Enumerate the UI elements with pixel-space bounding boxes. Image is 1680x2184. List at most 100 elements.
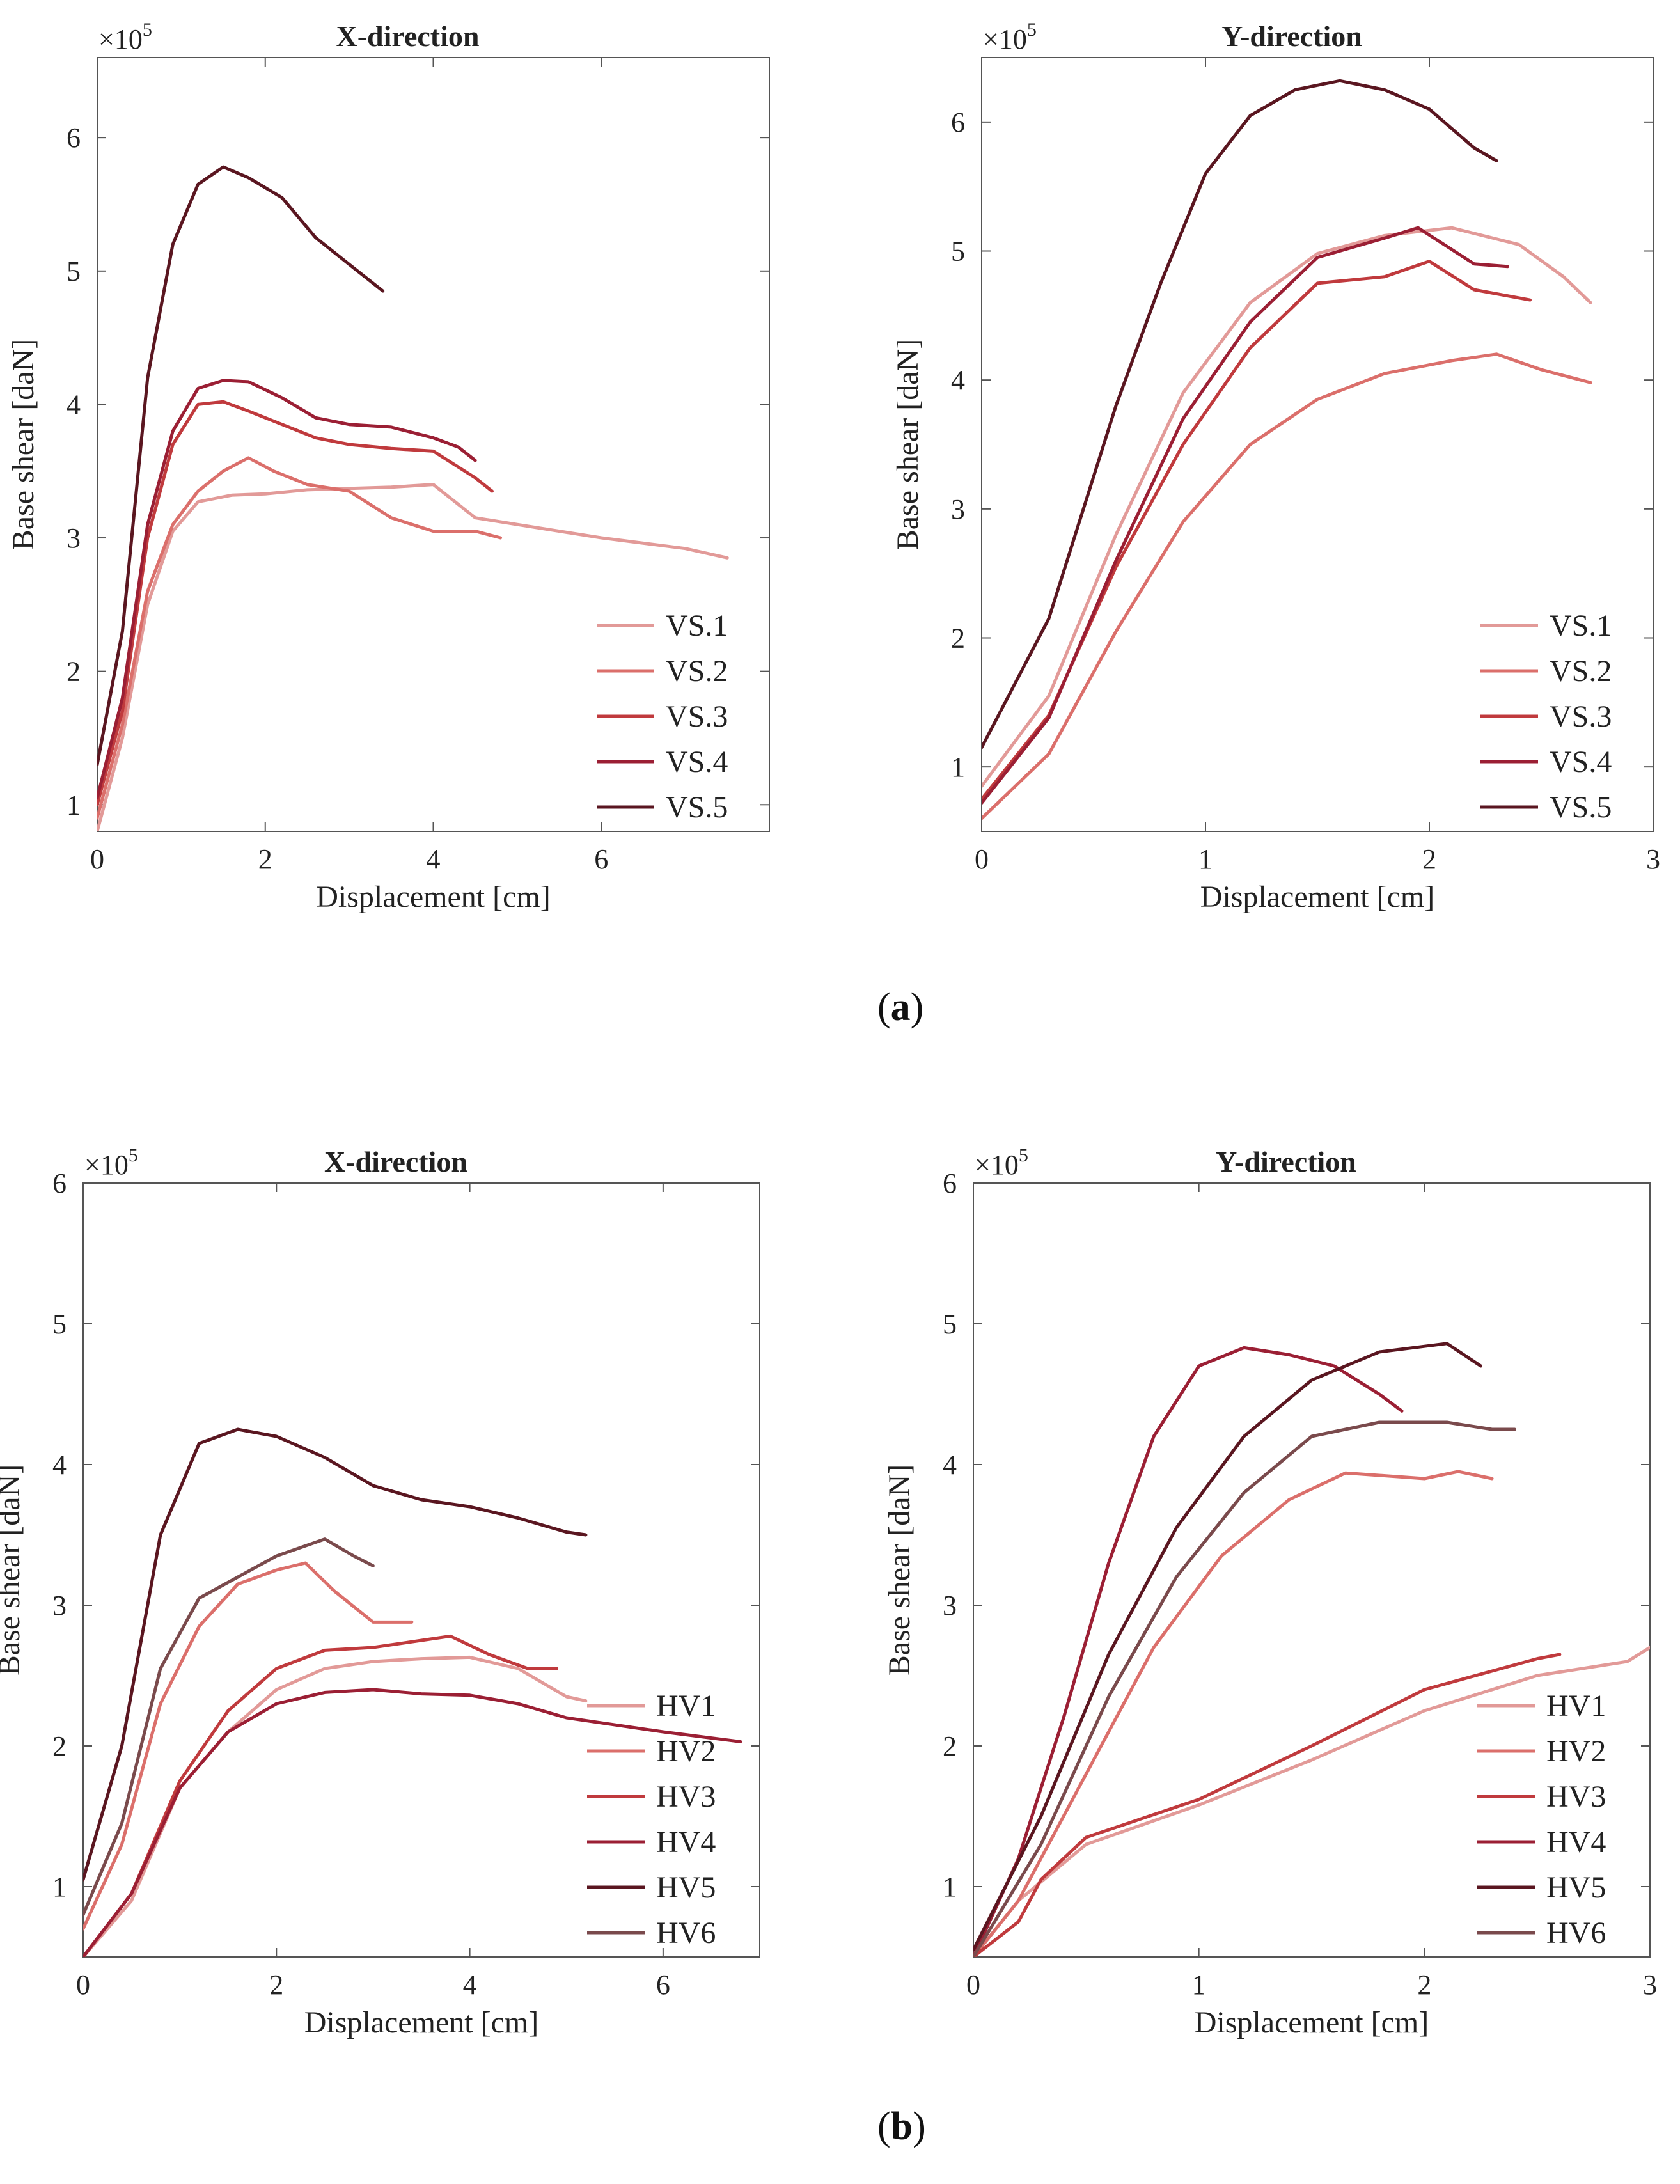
series-line-hv5 [83,1427,588,1882]
chart-a-x: 0 2 4 6 1 2 3 4 5 6 ×105 X-direction Displacement [c… [6,19,770,914]
series-group [83,1427,742,1957]
x-tick-label: 1 [1192,1969,1206,2000]
x-tick-label: 2 [1422,844,1436,875]
y-tick-label: 5 [67,256,81,287]
x-axis-label: Displacement [cm] [316,880,551,914]
series-line-vs-5 [97,165,385,767]
series-group [97,165,729,831]
panel-label-a-close: ) [910,986,924,1029]
series-line-vs-4 [982,226,1509,805]
panel-label-a-open: ( [877,986,891,1029]
x-tick-label: 3 [1646,844,1660,875]
y-tick-label: 5 [52,1308,67,1340]
y-tick-label: 4 [67,389,81,420]
chart-b-x: 0 2 4 6 1 2 3 4 5 6 ×105 X-direction Displacement [c… [0,1145,760,2039]
chart-title: X-direction [324,1145,467,1178]
y-tick-label: 3 [52,1590,67,1621]
y-tick-label: 4 [943,1449,957,1481]
y-axis-label: Base shear [daN] [883,1465,916,1676]
legend-label-hv1: HV1 [656,1689,716,1723]
x-tick-label: 2 [269,1969,283,2000]
x-tick-label: 6 [656,1969,670,2000]
x-tick-label: 2 [258,844,272,875]
chart-title: X-direction [336,20,479,52]
legend: HV1 HV2 HV3 HV4 HV5 HV6 [587,1689,716,1950]
y-exponent-power: 5 [143,19,152,40]
y-tick-label: 1 [943,1871,957,1903]
plot-frame [973,1182,1651,1958]
series-line-vs-3 [97,400,494,806]
x-tick-label: 1 [1198,844,1213,875]
y-exponent-label: ×105 [975,1145,1028,1181]
legend: HV1 HV2 HV3 HV4 HV5 HV6 [1477,1689,1606,1950]
legend: VS.1 VS.2 VS.3 VS.4 VS.5 [597,609,728,824]
chart-b-y: 0 1 2 3 1 2 3 4 5 6 ×105 Y-direction Displacement [c… [883,1145,1657,2039]
plot-frame [97,57,770,832]
y-tick-label: 6 [951,107,965,138]
legend-label-vs-2: VS.2 [666,654,728,688]
y-tick-label: 3 [951,494,965,525]
chart-title: Y-direction [1216,1145,1356,1178]
y-tick-label: 2 [943,1731,957,1762]
y-tick-label: 2 [67,656,81,687]
legend-label-hv6: HV6 [656,1916,716,1950]
chart-title: Y-direction [1221,20,1362,52]
series-line-hv2 [973,1470,1494,1957]
x-tick-label: 4 [427,844,441,875]
y-exponent-label: ×105 [98,19,152,55]
x-tick-label: 2 [1417,1969,1431,2000]
y-tick-label: 6 [52,1168,67,1199]
series-line-hv3 [973,1653,1562,1957]
y-exponent-label: ×105 [84,1145,138,1181]
y-tick-label: 6 [67,122,81,153]
legend-label-hv3: HV3 [656,1780,716,1814]
legend-label-hv3: HV3 [1546,1780,1606,1814]
y-exponent-power: 5 [1019,1145,1028,1166]
legend-label-vs-4: VS.4 [1550,745,1612,779]
plot-frame [981,57,1654,832]
chart-a-y: 0 1 2 3 1 2 3 4 5 6 ×105 Y-direction Displacement [c… [891,19,1660,914]
y-tick-label: 6 [943,1168,957,1199]
legend-label-hv6: HV6 [1546,1916,1606,1950]
legend-label-hv5: HV5 [656,1871,716,1905]
series-line-hv3 [83,1634,559,1957]
legend-label-hv1: HV1 [1546,1689,1606,1723]
x-tick-label: 0 [76,1969,90,2000]
y-tick-label: 3 [943,1590,957,1621]
y-tick-label: 1 [951,751,965,783]
y-exponent-power: 5 [1027,19,1037,40]
series-line-hv6 [83,1537,375,1917]
x-axis-label: Displacement [cm] [1200,880,1435,914]
legend-label-hv2: HV2 [1546,1734,1606,1768]
y-tick-label: 1 [67,789,81,821]
legend-label-vs-3: VS.3 [1550,700,1612,734]
y-tick-label: 5 [943,1308,957,1340]
y-tick-label: 5 [951,236,965,267]
panel-label-a-letter: a [890,986,911,1029]
y-tick-label: 2 [951,623,965,654]
x-tick-label: 3 [1643,1969,1657,2000]
y-tick-label: 1 [52,1871,67,1903]
y-axis-label: Base shear [daN] [0,1465,26,1676]
x-tick-label: 6 [594,844,608,875]
y-tick-label: 4 [951,365,965,396]
series-line-vs-2 [982,352,1592,821]
x-tick-label: 0 [975,844,989,875]
panel-label-b: (b) [877,2104,926,2149]
series-line-hv5 [973,1342,1482,1952]
series-line-hv6 [973,1420,1516,1957]
legend-label-vs-4: VS.4 [666,745,728,779]
series-line-hv4 [83,1688,742,1957]
legend: VS.1 VS.2 VS.3 VS.4 VS.5 [1480,609,1612,824]
x-tick-label: 4 [463,1969,477,2000]
y-tick-label: 3 [67,522,81,554]
panel-label-b-letter: b [890,2105,913,2148]
legend-label-vs-5: VS.5 [666,790,728,824]
x-tick-label: 0 [90,844,104,875]
x-axis-label: Displacement [cm] [304,2006,539,2039]
x-tick-label: 0 [966,1969,980,2000]
series-line-vs-1 [982,226,1592,788]
legend-label-vs-1: VS.1 [1550,609,1612,643]
y-exponent-power: 5 [129,1145,138,1166]
